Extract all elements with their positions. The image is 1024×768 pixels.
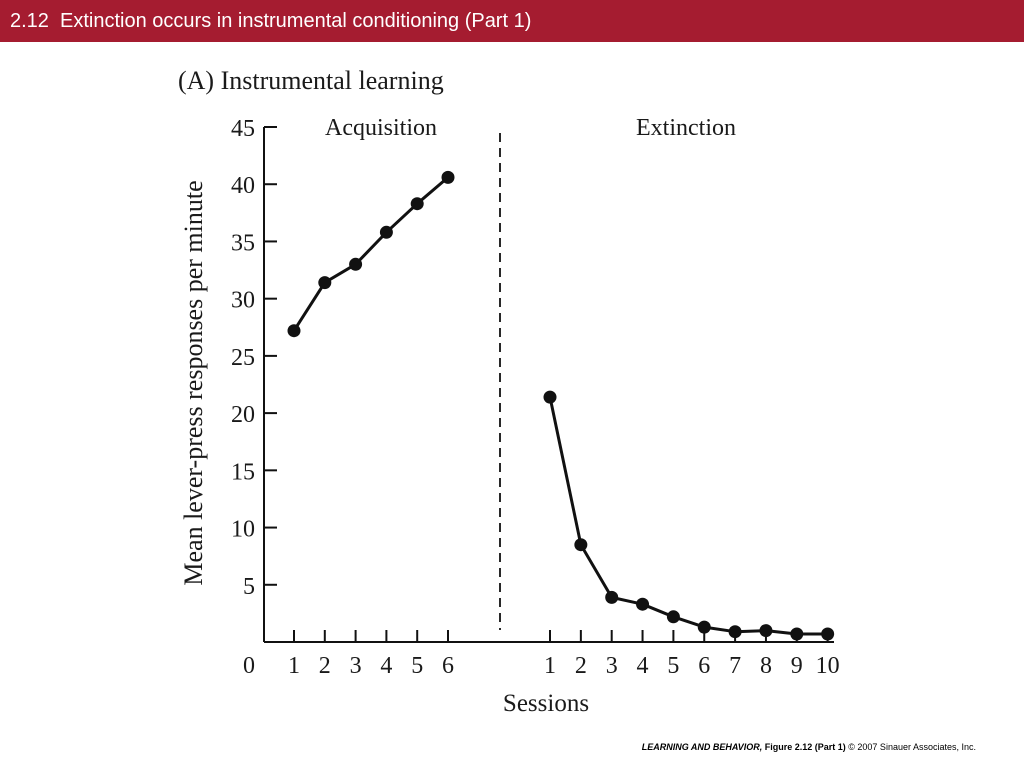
y-tick-label: 45 xyxy=(231,116,255,142)
x-tick-label: 6 xyxy=(442,653,454,679)
x-axis-ticks: 0 1 2 3 4 5 6 1 2 3 4 5 6 7 8 9 10 xyxy=(243,630,840,679)
x-tick-label: 5 xyxy=(411,653,423,679)
panel-label-acquisition: Acquisition xyxy=(325,115,437,141)
y-tick-label: 20 xyxy=(231,402,255,428)
data-point xyxy=(441,170,455,184)
panel-label-extinction: Extinction xyxy=(636,115,736,141)
y-tick-label: 40 xyxy=(231,173,255,199)
x-tick-label: 10 xyxy=(816,653,840,679)
figure-credit: LEARNING AND BEHAVIOR, Figure 2.12 (Part… xyxy=(642,742,976,752)
x-axis-label: Sessions xyxy=(503,690,589,717)
x-tick-label: 1 xyxy=(288,653,300,679)
data-point xyxy=(379,225,393,239)
data-point xyxy=(790,627,804,641)
y-tick-label: 5 xyxy=(243,574,255,600)
x-tick-label: 9 xyxy=(791,653,803,679)
y-axis-ticks: 5 10 15 20 25 30 35 40 45 xyxy=(231,116,277,600)
y-tick-label: 15 xyxy=(231,459,255,485)
chart-title: (A) Instrumental learning xyxy=(178,66,444,95)
header-bar: 2.12 Extinction occurs in instrumental c… xyxy=(0,0,1024,42)
x-tick-label: 6 xyxy=(698,653,710,679)
data-point xyxy=(697,620,711,634)
slide-title: 2.12 Extinction occurs in instrumental c… xyxy=(10,10,532,32)
data-point xyxy=(666,610,680,624)
x-tick-label: 5 xyxy=(667,653,679,679)
x-tick-label: 4 xyxy=(637,653,649,679)
series-line-acquisition xyxy=(292,176,449,332)
x-tick-label: 3 xyxy=(606,653,618,679)
x-tick-label: 2 xyxy=(575,653,587,679)
y-tick-label: 10 xyxy=(231,517,255,543)
data-point xyxy=(605,590,619,604)
x-tick-label: 1 xyxy=(544,653,556,679)
data-point xyxy=(410,197,424,211)
series-layer: Acquisition Extinction xyxy=(287,115,835,641)
y-tick-label: 35 xyxy=(231,230,255,256)
book-title: LEARNING AND BEHAVIOR, xyxy=(641,742,763,752)
x-tick-label: 3 xyxy=(350,653,362,679)
data-point xyxy=(759,624,773,638)
y-tick-label: 25 xyxy=(231,345,255,371)
data-point xyxy=(636,597,650,611)
data-point xyxy=(287,324,301,338)
data-point xyxy=(821,627,835,641)
figure-number: Figure 2.12 (Part 1) xyxy=(764,742,846,752)
x-tick-label: 2 xyxy=(319,653,331,679)
data-point xyxy=(728,625,742,639)
data-point xyxy=(574,538,588,552)
origin-label: 0 xyxy=(243,653,255,679)
y-axis-label: Mean lever-press responses per minute xyxy=(179,180,208,585)
series-line-extinction xyxy=(548,396,828,636)
y-tick-label: 30 xyxy=(231,288,255,314)
copyright: © 2007 Sinauer Associates, Inc. xyxy=(848,742,976,752)
x-tick-label: 4 xyxy=(380,653,392,679)
x-tick-label: 8 xyxy=(760,653,772,679)
axes xyxy=(263,127,834,643)
data-point xyxy=(318,276,332,290)
data-point xyxy=(349,257,363,271)
x-tick-label: 7 xyxy=(729,653,741,679)
data-point xyxy=(543,390,557,404)
